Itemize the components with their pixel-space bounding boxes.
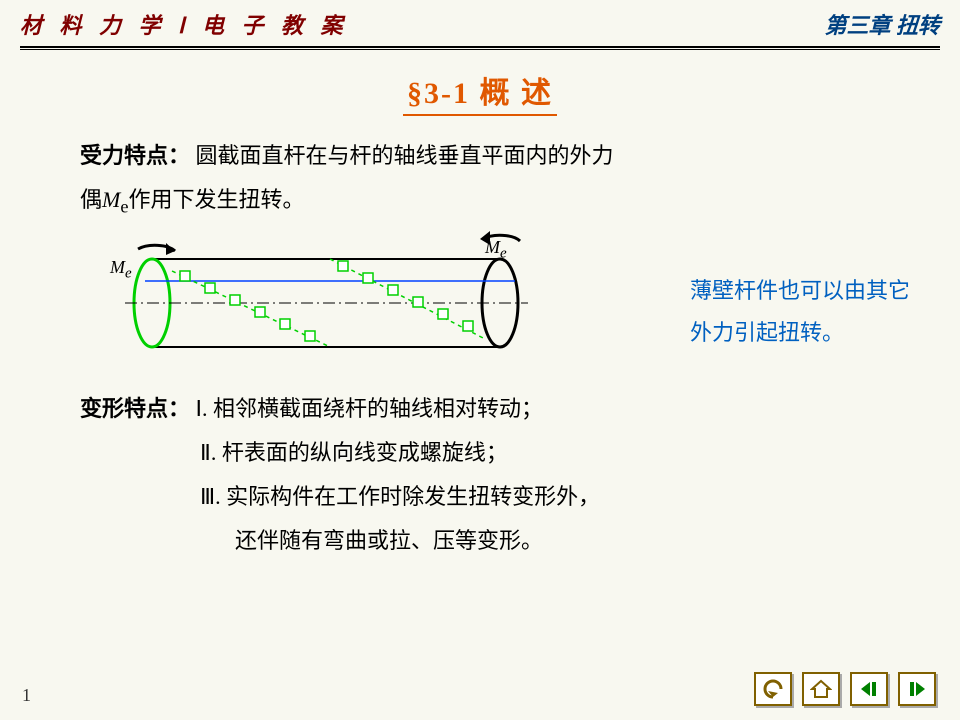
header-rule-thick — [20, 46, 940, 48]
deform-2: Ⅱ. 杆表面的纵向线变成螺旋线； — [80, 431, 900, 475]
force-line-2: 偶Me作用下发生扭转。 — [80, 178, 900, 225]
next-icon — [906, 679, 928, 699]
force-line-1: 受力特点： 圆截面直杆在与杆的轴线垂直平面内的外力 — [80, 134, 900, 178]
section-title: §3-1 概 述 — [403, 68, 557, 116]
home-icon — [810, 679, 832, 699]
force-text-1: 圆截面直杆在与杆的轴线垂直平面内的外力 — [196, 143, 614, 168]
prev-icon — [858, 679, 880, 699]
nav-bar — [754, 672, 936, 706]
diagram-label-left: Me — [110, 249, 132, 289]
nav-home-button[interactable] — [802, 672, 840, 706]
deform-3b: 还伴随有弯曲或拉、压等变形。 — [80, 519, 900, 563]
force-me: M — [102, 187, 120, 212]
deform-line-1: 变形特点： Ⅰ. 相邻横截面绕杆的轴线相对转动； — [80, 387, 900, 431]
nav-prev-button[interactable] — [850, 672, 888, 706]
header-left: 材 料 力 学 Ⅰ 电 子 教 案 — [20, 8, 349, 40]
nav-next-button[interactable] — [898, 672, 936, 706]
diagram-label-right: Me — [485, 229, 507, 269]
deform-1: Ⅰ. 相邻横截面绕杆的轴线相对转动； — [196, 396, 544, 421]
page-number: 1 — [22, 685, 31, 706]
deform-3a: Ⅲ. 实际构件在工作时除发生扭转变形外， — [80, 475, 900, 519]
force-label: 受力特点： — [80, 143, 190, 168]
header-rule-thin — [20, 49, 940, 50]
nav-back-button[interactable] — [754, 672, 792, 706]
torsion-diagram: Me Me — [80, 229, 560, 379]
deform-label: 变形特点： — [80, 396, 190, 421]
header-right: 第三章 扭转 — [824, 8, 940, 40]
return-icon — [762, 679, 784, 699]
force-suffix: 作用下发生扭转。 — [128, 187, 304, 212]
side-note: 薄壁杆件也可以由其它外力引起扭转。 — [690, 270, 910, 354]
force-prefix: 偶 — [80, 187, 102, 212]
